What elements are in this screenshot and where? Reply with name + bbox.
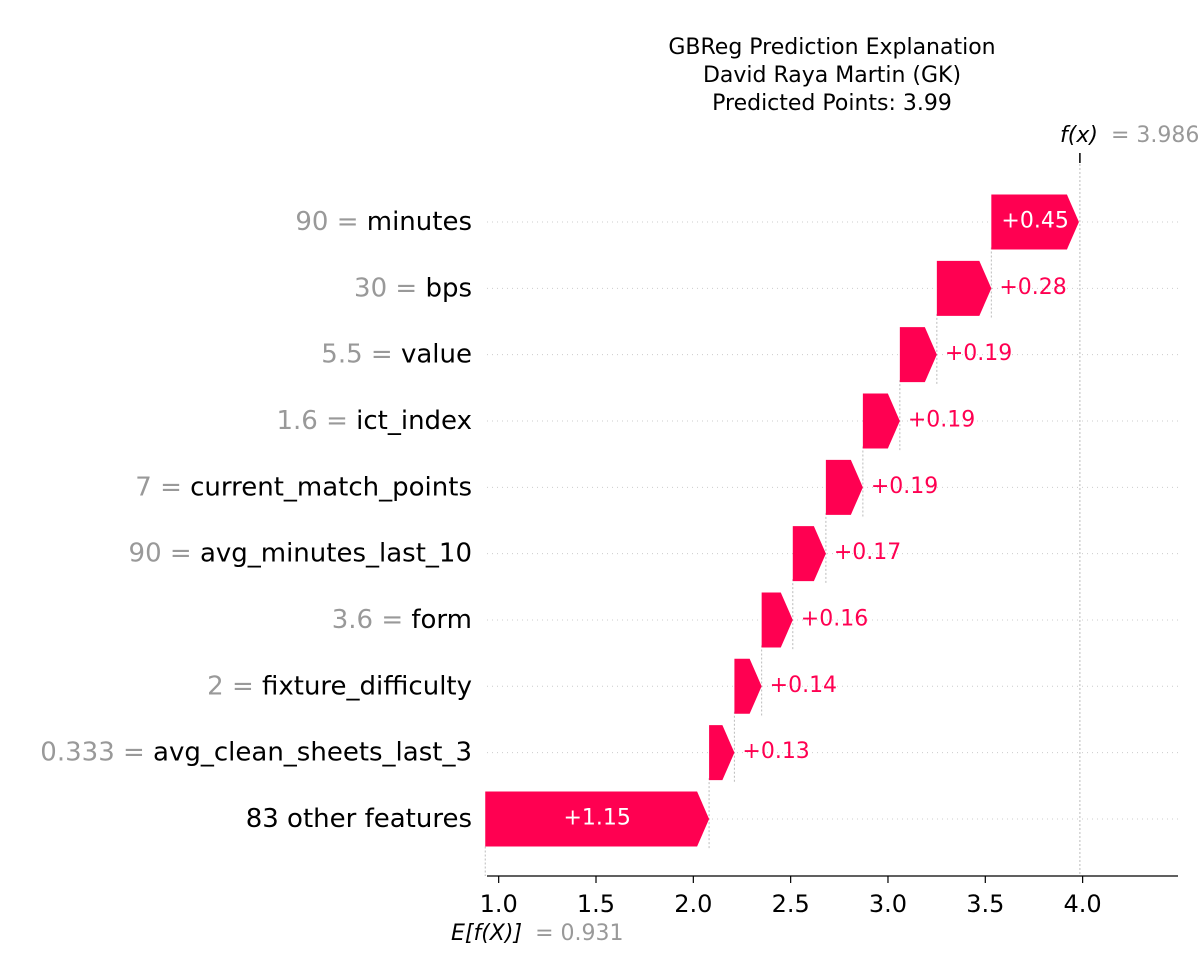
fx-value: = 3.986 <box>1111 123 1199 148</box>
feature-name: fixture_difficulty <box>262 671 472 701</box>
bar-fixture-difficulty <box>734 658 762 714</box>
feature-value: 7 = <box>135 472 190 502</box>
bar-ict-index <box>862 393 900 449</box>
x-axis: 1.0 1.5 2.0 2.5 3.0 3.5 4.0 <box>480 875 1178 918</box>
bar-bps <box>936 260 992 316</box>
guide-lines <box>484 153 1081 876</box>
efx-label: E[f(X)] <box>451 921 522 946</box>
feature-name: form <box>411 605 472 635</box>
efx-value: = 0.931 <box>535 921 623 946</box>
feature-value: 0.333 = <box>40 738 153 768</box>
feature-label: 90 = minutes <box>295 207 472 237</box>
x-tick-label: 2.5 <box>772 890 810 918</box>
bar-value-label: +0.14 <box>770 673 837 698</box>
x-tick-label: 3.0 <box>869 890 907 918</box>
bar-value-label: +0.17 <box>834 540 901 565</box>
feature-label: 7 = current_match_points <box>135 472 472 502</box>
feature-label: 3.6 = form <box>332 605 472 635</box>
bar-minutes <box>991 194 1079 250</box>
x-tick-label: 1.0 <box>480 890 518 918</box>
svg-text:E[f(X)] = 0.931: E[f(X)] = 0.931 <box>451 921 623 946</box>
grid-lines <box>487 221 1178 820</box>
bar-form <box>761 592 793 648</box>
x-tick-label: 3.5 <box>966 890 1004 918</box>
title-line-1: GBReg Prediction Explanation <box>668 35 995 60</box>
title-line-2: David Raya Martin (GK) <box>703 63 961 88</box>
feature-label: 30 = bps <box>354 273 472 303</box>
bar-avg-clean-sheets-last-3 <box>709 725 735 781</box>
bar-value-label: +0.19 <box>945 341 1012 366</box>
feature-name: ict_index <box>356 406 472 436</box>
feature-name: 83 other features <box>246 804 472 834</box>
title-line-3: Predicted Points: 3.99 <box>712 91 952 116</box>
bar-avg-minutes-last-10 <box>792 526 826 582</box>
bar-value-label: +0.45 <box>1001 209 1068 234</box>
x-tick-label: 2.0 <box>674 890 712 918</box>
x-tick-label: 4.0 <box>1064 890 1102 918</box>
feature-name: minutes <box>367 207 472 237</box>
svg-text:f(x) = 3.986: f(x) = 3.986 <box>1060 123 1199 148</box>
x-tick-label: 1.5 <box>577 890 615 918</box>
feature-value: 2 = <box>207 671 262 701</box>
feature-label: 83 other features <box>246 804 472 834</box>
bar-value-label: +0.28 <box>999 275 1066 300</box>
feature-labels: 90 = minutes 30 = bps 5.5 = value 1.6 = ict… <box>40 207 472 834</box>
feature-value: 5.5 = <box>321 340 401 370</box>
bar-value-label: +0.19 <box>908 407 975 432</box>
bar-value-label: +1.15 <box>563 805 630 830</box>
bar-value-label: +0.19 <box>871 474 938 499</box>
feature-name: bps <box>425 273 472 303</box>
bar-current-match-points <box>825 459 863 515</box>
feature-name: current_match_points <box>190 472 472 502</box>
feature-name: avg_minutes_last_10 <box>200 539 472 569</box>
bar-value <box>899 327 937 383</box>
feature-label: 1.6 = ict_index <box>276 406 472 436</box>
feature-label: 90 = avg_minutes_last_10 <box>129 539 472 569</box>
fx-annotation: f(x) = 3.986 <box>1060 123 1199 148</box>
feature-name: value <box>401 340 472 370</box>
bars: +0.45 +0.28 +0.19 +0.19 +0.19 +0.17 +0.16 +0.14… <box>485 194 1079 847</box>
chart-title: GBReg Prediction Explanation David Raya … <box>668 35 995 116</box>
feature-label: 0.333 = avg_clean_sheets_last_3 <box>40 738 472 768</box>
feature-label: 5.5 = value <box>321 340 472 370</box>
efx-annotation: E[f(X)] = 0.931 <box>451 921 623 946</box>
feature-value: 30 = <box>354 273 425 303</box>
feature-label: 2 = fixture_difficulty <box>207 671 472 701</box>
bar-value-label: +0.13 <box>742 739 809 764</box>
feature-name: avg_clean_sheets_last_3 <box>153 738 472 768</box>
bar-83-other-features <box>485 791 710 847</box>
feature-value: 90 = <box>295 207 366 237</box>
feature-value: 1.6 = <box>276 406 356 436</box>
feature-value: 90 = <box>129 539 200 569</box>
bar-value-label: +0.16 <box>801 606 868 631</box>
feature-value: 3.6 = <box>332 605 412 635</box>
fx-label: f(x) <box>1060 123 1098 148</box>
